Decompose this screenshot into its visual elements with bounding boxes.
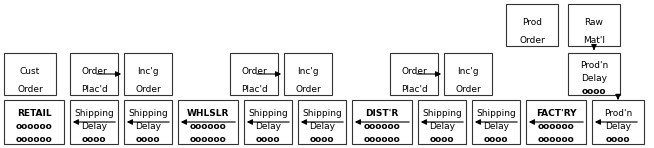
Text: Mat'l: Mat'l: [583, 36, 605, 45]
Text: Shipping: Shipping: [302, 109, 342, 118]
Bar: [244, 100, 292, 144]
Bar: [568, 4, 620, 46]
Text: Inc'g: Inc'g: [457, 67, 479, 76]
Bar: [506, 4, 558, 46]
Bar: [352, 100, 412, 144]
Text: Plac'd: Plac'd: [401, 85, 427, 94]
Text: oooooo: oooooo: [364, 136, 400, 144]
Text: Shipping: Shipping: [128, 109, 168, 118]
Text: Delay: Delay: [429, 122, 455, 131]
Text: Plac'd: Plac'd: [241, 85, 267, 94]
Bar: [444, 53, 492, 95]
Bar: [4, 100, 64, 144]
Text: oooo: oooo: [82, 136, 106, 144]
Text: Order: Order: [519, 36, 545, 45]
Text: Delay: Delay: [135, 122, 161, 131]
Text: oooo: oooo: [136, 136, 160, 144]
Text: oooooo: oooooo: [364, 122, 400, 131]
Bar: [592, 100, 644, 144]
Bar: [4, 53, 56, 95]
Text: Shipping: Shipping: [476, 109, 516, 118]
Text: oooooo: oooooo: [16, 122, 52, 131]
Text: Delay: Delay: [581, 74, 607, 83]
Text: Prod: Prod: [522, 18, 542, 27]
Text: Prod'n: Prod'n: [604, 109, 632, 118]
Bar: [124, 100, 172, 144]
Bar: [230, 53, 278, 95]
Text: oooo: oooo: [310, 136, 334, 144]
Text: Raw: Raw: [585, 18, 604, 27]
Text: oooooo: oooooo: [538, 122, 574, 131]
Bar: [70, 100, 118, 144]
Text: oooooo: oooooo: [538, 136, 574, 144]
Bar: [418, 100, 466, 144]
Text: Delay: Delay: [605, 122, 631, 131]
Text: Delay: Delay: [309, 122, 335, 131]
Bar: [390, 53, 438, 95]
Text: oooo: oooo: [256, 136, 281, 144]
Text: Shipping: Shipping: [74, 109, 114, 118]
Text: Order: Order: [455, 85, 481, 94]
Bar: [568, 53, 620, 95]
Text: oooo: oooo: [430, 136, 455, 144]
Text: Inc'g: Inc'g: [297, 67, 318, 76]
Bar: [178, 100, 238, 144]
Text: oooooo: oooooo: [16, 136, 52, 144]
Text: oooooo: oooooo: [190, 122, 226, 131]
Text: Plac'd: Plac'd: [80, 85, 107, 94]
Text: Inc'g: Inc'g: [137, 67, 159, 76]
Text: Order: Order: [241, 67, 267, 76]
Bar: [284, 53, 332, 95]
Text: DIST'R: DIST'R: [366, 109, 399, 118]
Text: Order: Order: [81, 67, 107, 76]
Text: WHLSLR: WHLSLR: [187, 109, 229, 118]
Bar: [472, 100, 520, 144]
Text: Delay: Delay: [255, 122, 281, 131]
Text: Order: Order: [135, 85, 161, 94]
Text: Shipping: Shipping: [422, 109, 462, 118]
Text: Delay: Delay: [483, 122, 509, 131]
Text: Cust: Cust: [20, 67, 40, 76]
Text: oooo: oooo: [484, 136, 508, 144]
Text: Delay: Delay: [81, 122, 107, 131]
Text: oooo: oooo: [606, 136, 630, 144]
Text: Prod'n: Prod'n: [580, 61, 608, 70]
Text: Shipping: Shipping: [248, 109, 288, 118]
Text: FACT'RY: FACT'RY: [536, 109, 576, 118]
Bar: [124, 53, 172, 95]
Text: oooo: oooo: [582, 87, 606, 96]
Bar: [526, 100, 586, 144]
Bar: [298, 100, 346, 144]
Text: Order: Order: [295, 85, 321, 94]
Bar: [70, 53, 118, 95]
Text: oooooo: oooooo: [190, 136, 226, 144]
Text: Order: Order: [401, 67, 427, 76]
Text: RETAIL: RETAIL: [17, 109, 51, 118]
Text: Order: Order: [17, 85, 43, 94]
